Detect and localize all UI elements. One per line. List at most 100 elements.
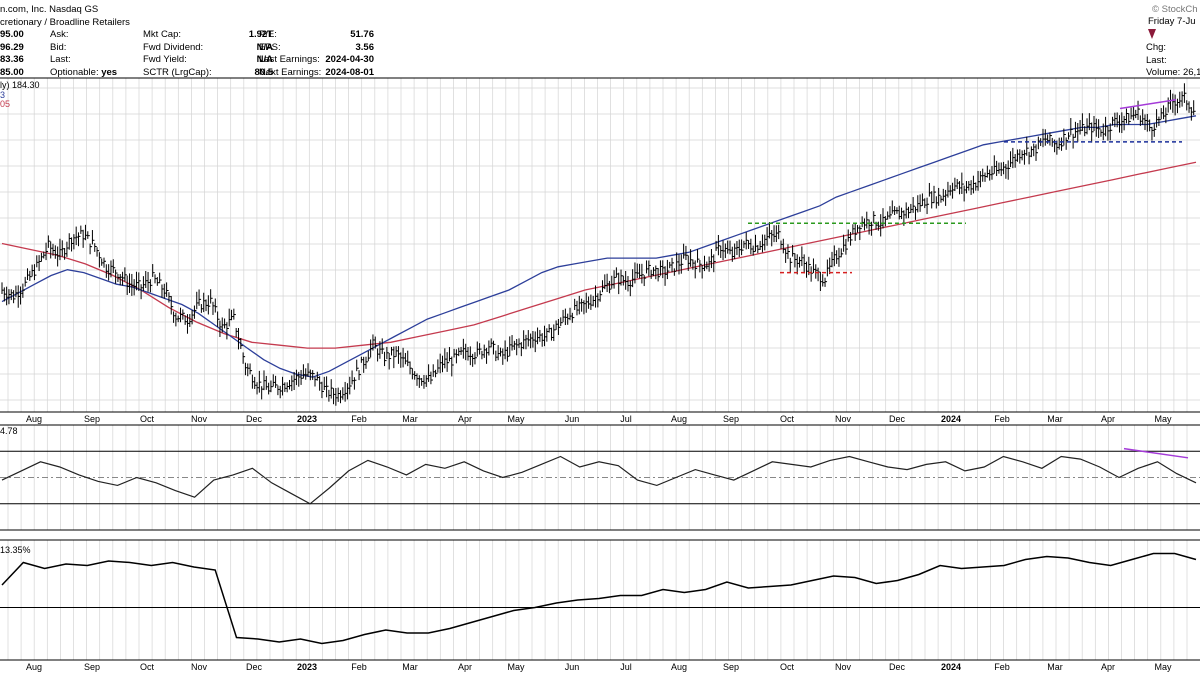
ask-label: Ask: <box>50 29 69 40</box>
price-bars <box>1 83 1196 406</box>
x-tick-label: Sep <box>84 662 100 672</box>
stat-label: Mkt Cap: <box>143 29 182 40</box>
stat-value: 3.56 <box>355 41 375 53</box>
x-tick-label: Nov <box>191 414 208 424</box>
x-tick-label: Apr <box>1101 662 1115 672</box>
x-tick-label: Oct <box>780 414 795 424</box>
rsi-panel-label: 4.78 <box>0 426 18 436</box>
x-tick-label: Jun <box>565 414 580 424</box>
stat-value: N/A <box>256 54 273 65</box>
x-tick-label: Oct <box>140 662 155 672</box>
x-tick-label: Oct <box>140 414 155 424</box>
x-tick-label: Aug <box>671 414 687 424</box>
stockcharts-watermark: © StockCh <box>1152 4 1198 15</box>
x-tick-label: Nov <box>835 414 852 424</box>
x-tick-label: Mar <box>1047 414 1063 424</box>
x-tick-label: Jul <box>620 662 632 672</box>
x-tick-label: Jul <box>620 414 632 424</box>
price-x-axis-ticks: Aug Sep Oct Nov Dec 2023 Feb Mar Apr May Jun Jul Aug… <box>26 414 1172 424</box>
stat-value: 51.76 <box>350 29 374 40</box>
bid-label: Bid: <box>50 41 67 53</box>
x-tick-label: Sep <box>84 414 100 424</box>
stat-value: 1.92T <box>248 29 273 40</box>
x-tick-label: Dec <box>246 662 263 672</box>
last-label: Last: <box>50 54 71 65</box>
x-tick-label: Mar <box>402 414 418 424</box>
stat-label: EPS: <box>259 41 281 53</box>
ma50-path <box>1 115 1197 378</box>
stat-label: Fwd Dividend: <box>143 41 204 53</box>
industry-label: cretionary / Broadline Retailers <box>0 16 130 28</box>
quote-value: 83.36 <box>0 54 24 65</box>
lower-panel-label: 13.35% <box>0 545 31 555</box>
quote-header-left: n.com, Inc. Nasdaq GS cretionary / Broad… <box>0 4 130 29</box>
quote-labels: Ask: Bid: Last: Optionable: yes <box>50 29 117 79</box>
quote-value: 96.29 <box>0 41 24 53</box>
x-tick-label: Apr <box>1101 414 1115 424</box>
x-tick-label: Aug <box>671 662 687 672</box>
x-tick-label: May <box>1154 662 1172 672</box>
rsi-divergence-line <box>1123 447 1189 459</box>
x-tick-label: 2024 <box>941 662 961 672</box>
x-tick-label: Aug <box>26 414 42 424</box>
x-tick-label: Sep <box>723 414 739 424</box>
x-tick-label: Feb <box>994 662 1010 672</box>
chg-label: Chg: <box>1146 42 1167 53</box>
performance-path <box>1 552 1197 645</box>
optionable-value: yes <box>101 66 118 78</box>
x-tick-label: Feb <box>351 414 367 424</box>
relative-performance-line <box>0 552 1200 645</box>
stats1-labels: Mkt Cap: Fwd Dividend: Fwd Yield: SCTR (… <box>143 29 212 79</box>
x-tick-label: Dec <box>889 414 906 424</box>
stat-label: Fwd Yield: <box>143 54 187 65</box>
x-tick-label: Apr <box>458 662 472 672</box>
trendline-annotations <box>748 99 1182 274</box>
x-tick-label: May <box>507 662 525 672</box>
x-tick-label: May <box>507 414 525 424</box>
ma200-path <box>1 161 1197 349</box>
stat-label: Last Earnings: <box>259 54 320 65</box>
x-tick-label: Feb <box>351 662 367 672</box>
lower-panel-grid <box>7 540 1188 660</box>
ma50-legend-value: 3 <box>0 90 5 100</box>
price-divergence-line <box>1119 99 1177 110</box>
price-legend-value: ly) 184.30 <box>0 80 40 90</box>
stat-label: P/E: <box>259 29 277 40</box>
stat-value: 80.5 <box>254 66 274 78</box>
x-tick-label: Sep <box>723 662 739 672</box>
x-tick-label: Mar <box>1047 662 1063 672</box>
x-tick-label: Mar <box>402 662 418 672</box>
stat-value: N/A <box>256 41 273 53</box>
x-tick-label: Oct <box>780 662 795 672</box>
x-tick-label: Nov <box>835 662 852 672</box>
stat-label: Next Earnings: <box>259 66 322 78</box>
stats2-values: 51.76 3.56 2024-04-30 2024-08-01 <box>300 29 374 79</box>
volume-label: Volume: 26,1 <box>1146 67 1200 78</box>
x-tick-label: Dec <box>246 414 263 424</box>
last-price-label: Last: <box>1146 55 1167 66</box>
stats2-labels: P/E: EPS: Last Earnings: Next Earnings: <box>259 29 321 79</box>
x-tick-label: 2023 <box>297 414 317 424</box>
ma200-legend-value: 05 <box>0 99 10 109</box>
company-title: n.com, Inc. Nasdaq GS <box>0 4 99 15</box>
x-tick-label: Jun <box>565 662 580 672</box>
optionable-label: Optionable: yes <box>50 66 118 78</box>
quote-value: 95.00 <box>0 29 24 40</box>
rsi-line <box>0 447 1200 505</box>
x-tick-label: Dec <box>889 662 906 672</box>
x-tick-label: 2024 <box>941 414 961 424</box>
quote-value: 85.00 <box>0 66 24 78</box>
chart-date: Friday 7-Ju <box>1148 16 1196 27</box>
ma200-line <box>1 161 1197 349</box>
x-tick-label: Nov <box>191 662 208 672</box>
ma50-line <box>1 115 1197 378</box>
x-tick-label: 2023 <box>297 662 317 672</box>
quote-values: 95.00 96.29 83.36 85.00 <box>0 29 24 79</box>
x-tick-label: Aug <box>26 662 42 672</box>
stat-value: 2024-04-30 <box>325 54 374 65</box>
stats1-values: 1.92T N/A N/A 80.5 <box>210 29 273 79</box>
x-tick-label: Feb <box>994 414 1010 424</box>
x-tick-label: May <box>1154 414 1172 424</box>
rsi-path <box>1 455 1197 505</box>
